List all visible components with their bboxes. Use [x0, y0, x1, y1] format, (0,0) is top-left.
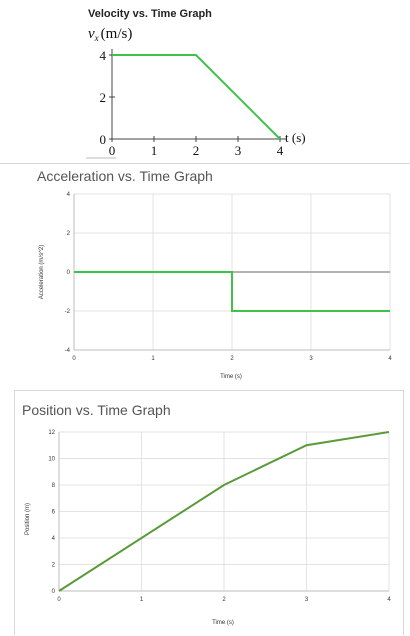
position-x-axis-label: Time (s) [212, 620, 234, 626]
acceleration-y-tick-label: -2 [65, 309, 71, 315]
acceleration-chart-title: Acceleration vs. Time Graph [37, 168, 213, 184]
position-x-tick-label: 4 [387, 597, 391, 603]
position-y-axis-label: Position (m) [25, 503, 31, 535]
position-grid [58, 431, 390, 592]
acceleration-x-tick-label: 1 [151, 356, 155, 362]
velocity-y-tick-label: 0 [100, 132, 107, 147]
acceleration-chart: Acceleration vs. Time Graph 0 1 2 3 4 4 2 0 -2 -4… [37, 168, 393, 380]
velocity-x-tick-label: 4 [277, 143, 284, 158]
position-y-tick-label: 10 [48, 457, 55, 463]
position-y-tick-label: 2 [52, 563, 56, 569]
velocity-x-tick-label: 2 [193, 143, 200, 158]
acceleration-tick-labels: 0 1 2 3 4 4 2 0 -2 -4 [65, 192, 393, 362]
position-y-tick-label: 6 [52, 510, 56, 516]
velocity-axes [109, 49, 286, 142]
velocity-x-tick-label: 1 [151, 143, 158, 158]
position-x-tick-label: 0 [57, 597, 61, 603]
position-y-tick-label: 12 [48, 430, 55, 436]
position-y-tick-label: 4 [52, 536, 56, 542]
acceleration-x-tick-label: 0 [72, 356, 76, 362]
acceleration-x-tick-label: 4 [388, 356, 392, 362]
velocity-x-tick-label: 0 [109, 143, 116, 158]
acceleration-series [74, 271, 390, 312]
acceleration-y-axis-label: Acceleration (m/s^2) [39, 245, 45, 300]
acceleration-x-tick-label: 2 [230, 356, 234, 362]
acceleration-y-tick-label: 4 [67, 192, 71, 198]
acceleration-y-tick-label: -4 [65, 348, 71, 354]
velocity-chart: Velocity vs. Time Graph vx (m/s) 0 1 2 3 4 0 2 4… [86, 8, 306, 159]
position-x-tick-label: 1 [140, 597, 144, 603]
velocity-tick-labels: 0 1 2 3 4 0 2 4 [100, 48, 284, 158]
velocity-y-tick-label: 4 [100, 48, 107, 63]
acceleration-y-tick-label: 0 [67, 270, 71, 276]
acceleration-series-line [74, 271, 390, 312]
position-chart-panel: Position vs. Time Graph 0 1 2 3 4 12 10 8 6 4 2 0 P… [14, 390, 404, 635]
velocity-y-tick-label: 2 [100, 90, 107, 105]
velocity-chart-title: Velocity vs. Time Graph [88, 8, 212, 20]
position-x-tick-label: 2 [222, 597, 226, 603]
position-y-tick-label: 8 [52, 483, 56, 489]
acceleration-y-tick-label: 2 [67, 231, 71, 237]
velocity-chart-panel: Velocity vs. Time Graph vx (m/s) 0 1 2 3 4 0 2 4… [0, 0, 410, 162]
velocity-x-tick-label: 3 [235, 143, 242, 158]
velocity-y-axis-label: vx (m/s) [88, 26, 132, 43]
acceleration-chart-panel: Acceleration vs. Time Graph 0 1 2 3 4 4 2 0 -2 -4… [0, 163, 410, 388]
acceleration-x-axis-label: Time (s) [220, 374, 242, 380]
velocity-series [112, 54, 281, 140]
acceleration-x-tick-label: 3 [309, 356, 313, 362]
position-x-tick-label: 3 [305, 597, 309, 603]
position-series-line [58, 431, 390, 592]
position-chart-title: Position vs. Time Graph [22, 402, 171, 418]
velocity-series-line [112, 54, 281, 140]
position-series [58, 431, 390, 592]
position-y-tick-label: 0 [52, 589, 56, 595]
velocity-x-axis-label: t (s) [285, 130, 306, 145]
